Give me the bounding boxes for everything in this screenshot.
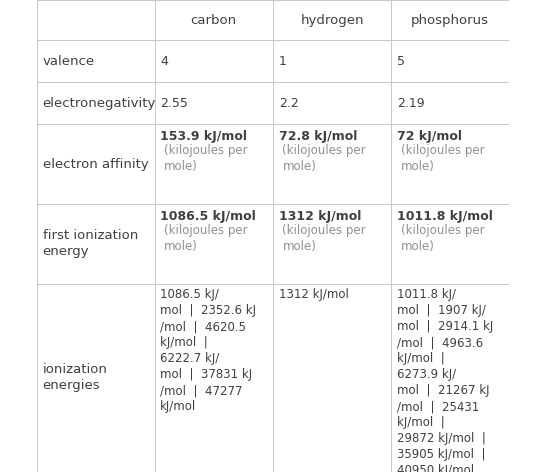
Text: 1: 1 (278, 55, 287, 67)
Text: 1011.8 kJ/mol: 1011.8 kJ/mol (397, 210, 493, 223)
Text: 2.2: 2.2 (278, 97, 299, 110)
Text: (kilojoules per
mole): (kilojoules per mole) (164, 224, 247, 253)
Text: carbon: carbon (191, 14, 237, 26)
Text: phosphorus: phosphorus (411, 14, 489, 26)
Text: electron affinity: electron affinity (43, 158, 149, 170)
Text: (kilojoules per
mole): (kilojoules per mole) (401, 144, 484, 173)
Text: (kilojoules per
mole): (kilojoules per mole) (282, 224, 366, 253)
Text: 1086.5 kJ/
mol  |  2352.6 kJ
/mol  |  4620.5
kJ/mol  |
6222.7 kJ/
mol  |  37831 : 1086.5 kJ/ mol | 2352.6 kJ /mol | 4620.5… (160, 288, 256, 413)
Text: 5: 5 (397, 55, 405, 67)
Text: 153.9 kJ/mol: 153.9 kJ/mol (160, 130, 247, 143)
Text: 72 kJ/mol: 72 kJ/mol (397, 130, 462, 143)
Text: 2.19: 2.19 (397, 97, 425, 110)
Text: 72.8 kJ/mol: 72.8 kJ/mol (278, 130, 357, 143)
Text: ionization
energies: ionization energies (43, 363, 108, 392)
Text: 2.55: 2.55 (160, 97, 188, 110)
Text: 1086.5 kJ/mol: 1086.5 kJ/mol (160, 210, 256, 223)
Text: 4: 4 (160, 55, 168, 67)
Text: valence: valence (43, 55, 95, 67)
Text: 1312 kJ/mol: 1312 kJ/mol (278, 288, 348, 302)
Text: electronegativity: electronegativity (43, 97, 156, 110)
Text: (kilojoules per
mole): (kilojoules per mole) (282, 144, 366, 173)
Text: hydrogen: hydrogen (300, 14, 364, 26)
Text: (kilojoules per
mole): (kilojoules per mole) (401, 224, 484, 253)
Text: 1011.8 kJ/
mol  |  1907 kJ/
mol  |  2914.1 kJ
/mol  |  4963.6
kJ/mol  |
6273.9 k: 1011.8 kJ/ mol | 1907 kJ/ mol | 2914.1 k… (397, 288, 494, 472)
Text: first ionization
energy: first ionization energy (43, 229, 138, 258)
Text: 1312 kJ/mol: 1312 kJ/mol (278, 210, 361, 223)
Text: (kilojoules per
mole): (kilojoules per mole) (164, 144, 247, 173)
